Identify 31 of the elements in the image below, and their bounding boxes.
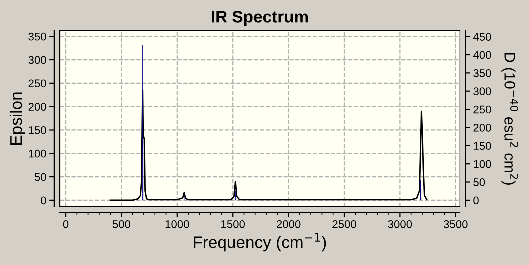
y-tick-label: 300 [28, 56, 46, 64]
x-tick-label: 1500 [222, 220, 246, 228]
x-tick-label: 2500 [332, 220, 356, 228]
x-tick-label: 1000 [166, 220, 190, 228]
y2-tick-label: 450 [473, 33, 492, 41]
y-tick-label: 250 [28, 80, 46, 88]
y2-tick-label: 200 [474, 124, 492, 132]
y-tick-label: 50 [34, 173, 46, 182]
x-tick-label: 3500 [444, 220, 468, 228]
line-series [110, 89, 428, 202]
y2-tick-label: 150 [474, 142, 492, 150]
y2-tick-label: 0 [474, 196, 479, 205]
y-tick-label: 150 [29, 126, 46, 134]
x-axis-title: Frequency (cm$^{−1}$) [194, 233, 326, 252]
y2-tick-label: 400 [473, 51, 492, 60]
chart-title: IR Spectrum [212, 11, 308, 26]
x-tick-label: 500 [112, 220, 131, 228]
y-tick-label: 100 [29, 150, 46, 158]
y2-tick-label: 300 [474, 88, 492, 96]
y2-axis-title: D (10$^{−40}$ esu$^{2}$ cm$^{2}$) [502, 53, 519, 185]
x-tick-label: 3000 [388, 220, 412, 228]
y2-tick-label: 250 [474, 106, 492, 114]
x-tick-label: 2000 [276, 220, 301, 228]
y-axis-title: Epsilon [10, 92, 26, 145]
x-tick-label: 0 [63, 220, 69, 228]
y2-tick-label: 100 [474, 160, 492, 168]
y2-tick-label: 50 [474, 178, 486, 186]
y-tick-label: 350 [28, 32, 46, 41]
y2-tick-label: 350 [474, 69, 492, 78]
y-tick-label: 200 [28, 103, 46, 111]
y-tick-label: 0 [41, 196, 46, 205]
